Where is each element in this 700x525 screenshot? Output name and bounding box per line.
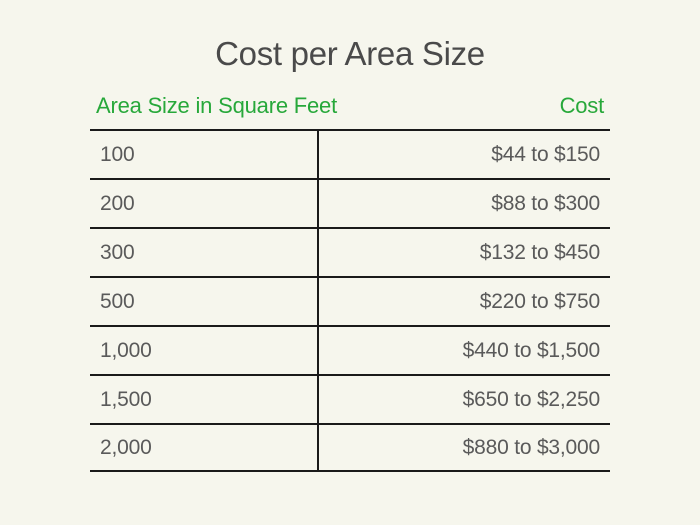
cost-table: 100 $44 to $150 200 $88 to $300 300 $132… bbox=[90, 129, 610, 472]
table-row: 1,500 $650 to $2,250 bbox=[90, 374, 610, 423]
cost-cell: $650 to $2,250 bbox=[319, 388, 610, 412]
area-cell: 200 bbox=[90, 180, 319, 227]
cost-cell: $220 to $750 bbox=[319, 290, 610, 314]
cost-cell: $44 to $150 bbox=[319, 143, 610, 167]
cost-cell: $132 to $450 bbox=[319, 241, 610, 265]
table-header-row: Area Size in Square Feet Cost bbox=[90, 93, 610, 129]
table-row: 300 $132 to $450 bbox=[90, 227, 610, 276]
page-title: Cost per Area Size bbox=[90, 35, 610, 73]
table-row: 200 $88 to $300 bbox=[90, 178, 610, 227]
area-cell: 1,000 bbox=[90, 327, 319, 374]
table-row: 1,000 $440 to $1,500 bbox=[90, 325, 610, 374]
column-header-area: Area Size in Square Feet bbox=[96, 93, 337, 119]
table-row: 100 $44 to $150 bbox=[90, 129, 610, 178]
area-cell: 300 bbox=[90, 229, 319, 276]
area-cell: 500 bbox=[90, 278, 319, 325]
table-row: 500 $220 to $750 bbox=[90, 276, 610, 325]
area-cell: 1,500 bbox=[90, 376, 319, 423]
cost-cell: $88 to $300 bbox=[319, 192, 610, 216]
area-cell: 100 bbox=[90, 131, 319, 178]
table-row: 2,000 $880 to $3,000 bbox=[90, 423, 610, 472]
column-header-cost: Cost bbox=[560, 93, 604, 119]
cost-cell: $880 to $3,000 bbox=[319, 436, 610, 460]
cost-cell: $440 to $1,500 bbox=[319, 339, 610, 363]
area-cell: 2,000 bbox=[90, 425, 319, 470]
